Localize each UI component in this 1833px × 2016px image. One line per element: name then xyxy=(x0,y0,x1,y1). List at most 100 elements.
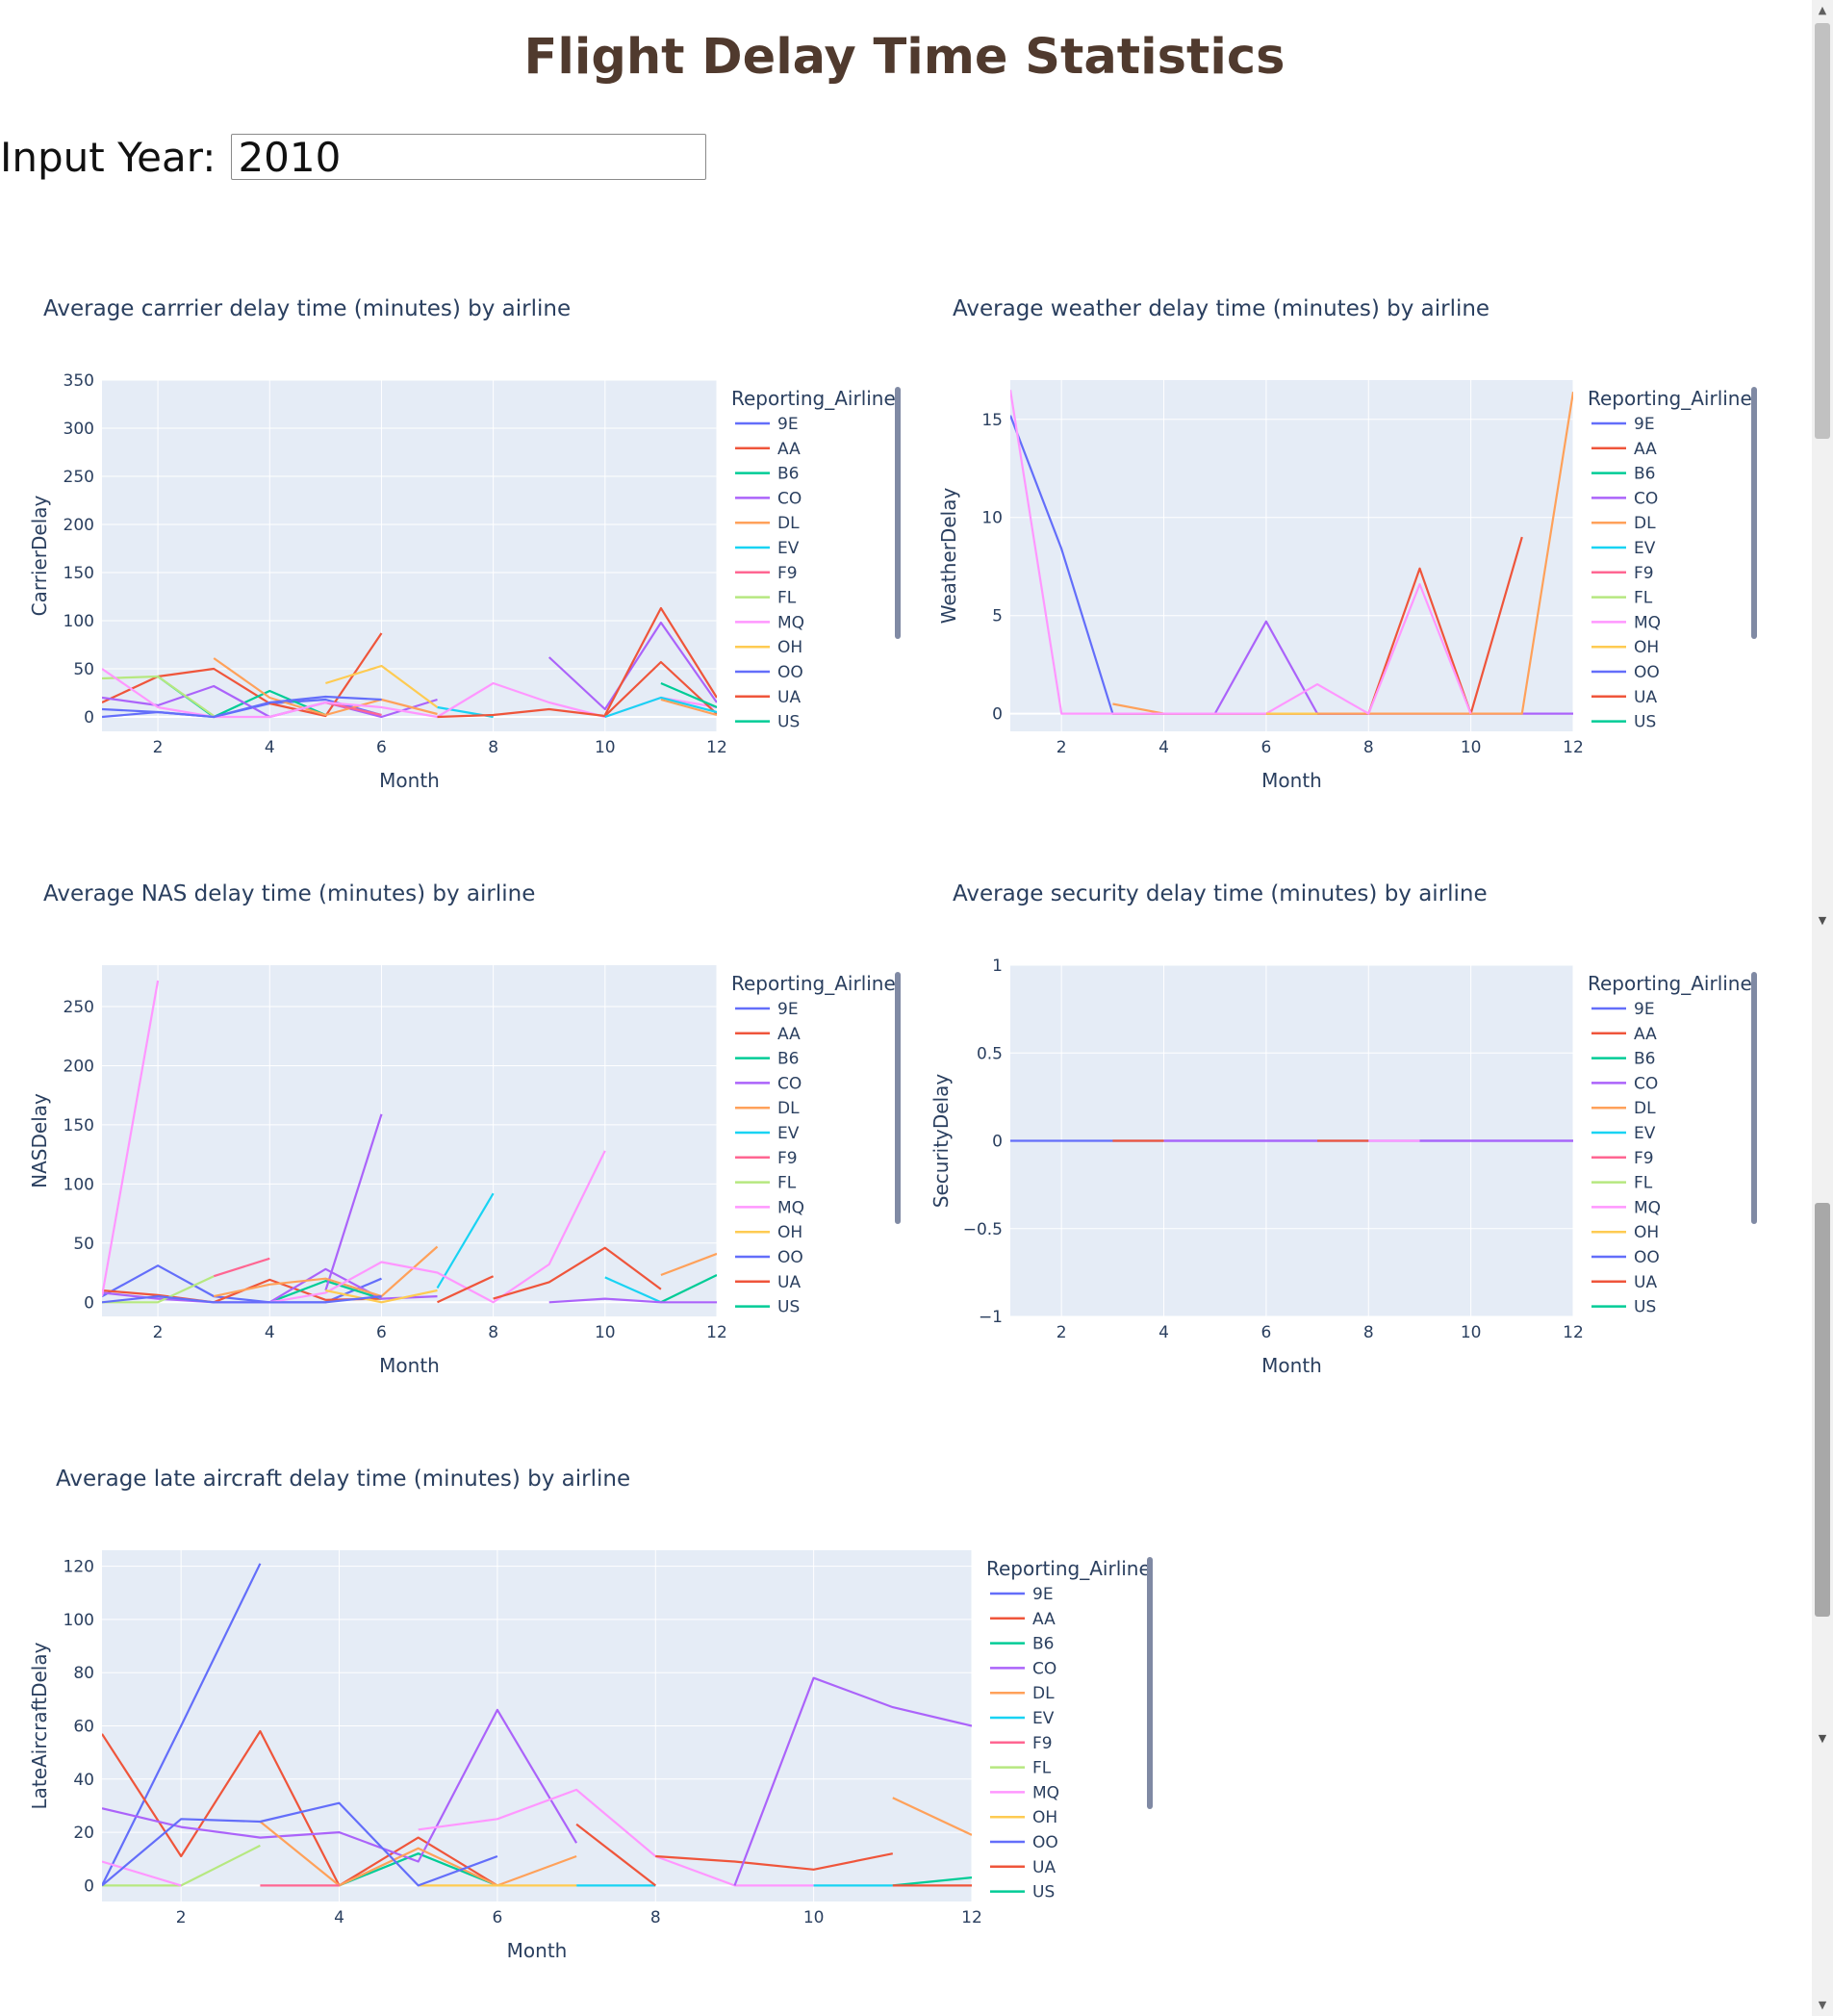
legend-item-oh[interactable]: OH xyxy=(990,1808,1057,1827)
legend-item-oo[interactable]: OO xyxy=(1591,1248,1660,1267)
legend-item-9e[interactable]: 9E xyxy=(1591,1000,1655,1019)
legend-scrollbar[interactable] xyxy=(1147,1557,1153,1809)
scroll-down-arrow-icon[interactable]: ▼ xyxy=(1818,1732,1827,1745)
series-line-us[interactable] xyxy=(892,1876,972,1887)
legend-item-f9[interactable]: F9 xyxy=(990,1734,1053,1753)
security-delay-chart[interactable]: Average security delay time (minutes) by… xyxy=(909,855,1809,1393)
series-line-oo[interactable] xyxy=(102,695,382,719)
series-line-fl[interactable] xyxy=(102,1844,261,1887)
legend-scrollbar[interactable] xyxy=(1751,387,1757,639)
series-line-oo[interactable] xyxy=(102,1295,382,1304)
legend-item-9e[interactable]: 9E xyxy=(1591,415,1655,434)
series-line-ua[interactable] xyxy=(437,660,718,719)
series-line-f9[interactable] xyxy=(325,701,382,717)
series-line-co[interactable] xyxy=(324,1113,383,1291)
series-line-ua[interactable] xyxy=(493,1246,662,1300)
legend-item-co[interactable]: CO xyxy=(1591,489,1658,508)
legend-item-us[interactable]: US xyxy=(1591,713,1656,732)
legend-item-oh[interactable]: OH xyxy=(735,1223,802,1242)
legend-item-aa[interactable]: AA xyxy=(990,1610,1056,1629)
legend-item-ua[interactable]: UA xyxy=(735,688,801,707)
series-line-ev[interactable] xyxy=(604,1276,662,1304)
series-line-mq[interactable] xyxy=(102,980,160,1297)
legend-item-f9[interactable]: F9 xyxy=(1591,564,1654,583)
legend-item-dl[interactable]: DL xyxy=(1591,514,1656,533)
series-line-oh[interactable] xyxy=(325,664,439,708)
carrier-delay-chart[interactable]: Average carrrier delay time (minutes) by… xyxy=(0,269,909,808)
series-line-dl[interactable] xyxy=(213,1245,439,1298)
legend-item-ev[interactable]: EV xyxy=(735,539,800,558)
legend-item-mq[interactable]: MQ xyxy=(1591,613,1661,632)
series-line-aa[interactable] xyxy=(102,632,383,718)
legend-item-oo[interactable]: OO xyxy=(1591,663,1660,682)
legend-item-co[interactable]: CO xyxy=(1591,1074,1658,1093)
legend-item-dl[interactable]: DL xyxy=(990,1684,1055,1703)
legend-item-aa[interactable]: AA xyxy=(735,1025,801,1044)
scroll-up-arrow-icon[interactable]: ▲ xyxy=(1818,4,1827,16)
legend-item-co[interactable]: CO xyxy=(990,1659,1057,1678)
legend-item-dl[interactable]: DL xyxy=(735,1099,800,1118)
legend-item-co[interactable]: CO xyxy=(735,489,802,508)
legend-item-dl[interactable]: DL xyxy=(1591,1099,1656,1118)
series-line-dl[interactable] xyxy=(259,1821,577,1887)
weather-delay-chart[interactable]: Average weather delay time (minutes) by … xyxy=(909,269,1809,808)
legend-item-mq[interactable]: MQ xyxy=(1591,1198,1661,1217)
series-line-mq[interactable] xyxy=(1010,390,1472,715)
legend-item-ua[interactable]: UA xyxy=(1591,688,1657,707)
legend-item-oh[interactable]: OH xyxy=(1591,1223,1659,1242)
series-line-dl[interactable] xyxy=(892,1797,972,1836)
legend-item-ev[interactable]: EV xyxy=(735,1124,800,1143)
series-line-9e[interactable] xyxy=(102,1264,382,1304)
legend-item-fl[interactable]: FL xyxy=(1591,1174,1653,1193)
legend-item-us[interactable]: US xyxy=(1591,1298,1656,1317)
legend-item-ev[interactable]: EV xyxy=(1591,1124,1656,1143)
series-line-ua[interactable] xyxy=(575,1823,656,1887)
legend-item-f9[interactable]: F9 xyxy=(1591,1149,1654,1168)
legend-item-oh[interactable]: OH xyxy=(1591,638,1659,657)
legend-item-mq[interactable]: MQ xyxy=(735,613,804,632)
series-line-ev[interactable] xyxy=(436,1192,495,1289)
year-input[interactable] xyxy=(231,134,707,180)
legend-item-9e[interactable]: 9E xyxy=(735,415,799,434)
legend-item-f9[interactable]: F9 xyxy=(735,1149,798,1168)
legend-scrollbar[interactable] xyxy=(895,387,901,639)
series-line-oo[interactable] xyxy=(102,1801,498,1887)
series-line-fl[interactable] xyxy=(102,1275,215,1304)
page-scrollbar[interactable]: ▲ ▼ ▼ ▼ xyxy=(1812,0,1833,2016)
legend-item-ua[interactable]: UA xyxy=(1591,1273,1657,1292)
nas-delay-chart[interactable]: Average NAS delay time (minutes) by airl… xyxy=(0,855,909,1393)
series-line-dl[interactable] xyxy=(660,1252,717,1277)
legend-item-oo[interactable]: OO xyxy=(990,1833,1058,1852)
series-line-mq[interactable] xyxy=(418,1788,814,1887)
legend-item-b6[interactable]: B6 xyxy=(990,1635,1054,1654)
scrollbar-thumb-secondary[interactable] xyxy=(1815,1203,1830,1617)
series-line-us[interactable] xyxy=(660,681,717,709)
legend-scrollbar[interactable] xyxy=(1751,972,1757,1224)
series-line-ua[interactable] xyxy=(437,1275,495,1304)
series-line-dl[interactable] xyxy=(1112,392,1573,715)
legend-item-f9[interactable]: F9 xyxy=(735,564,798,583)
scroll-down-arrow-icon[interactable]: ▼ xyxy=(1818,914,1827,927)
series-line-aa[interactable] xyxy=(102,1729,498,1887)
series-line-fl[interactable] xyxy=(102,675,215,717)
series-line-co[interactable] xyxy=(547,621,717,711)
legend-item-aa[interactable]: AA xyxy=(735,440,801,459)
legend-item-us[interactable]: US xyxy=(735,713,800,732)
legend-item-ua[interactable]: UA xyxy=(735,1273,801,1292)
series-line-ua[interactable] xyxy=(655,1852,894,1871)
legend-scrollbar[interactable] xyxy=(895,972,901,1224)
legend-item-ev[interactable]: EV xyxy=(990,1709,1055,1728)
legend-item-dl[interactable]: DL xyxy=(735,514,800,533)
legend-item-us[interactable]: US xyxy=(990,1883,1055,1902)
series-line-9e[interactable] xyxy=(102,1563,262,1886)
legend-item-mq[interactable]: MQ xyxy=(990,1783,1059,1802)
legend-item-9e[interactable]: 9E xyxy=(990,1585,1054,1604)
series-line-oh[interactable] xyxy=(325,1289,438,1304)
series-line-mq[interactable] xyxy=(102,1860,182,1887)
legend-item-ua[interactable]: UA xyxy=(990,1858,1056,1877)
legend-item-fl[interactable]: FL xyxy=(735,1174,797,1193)
legend-item-aa[interactable]: AA xyxy=(1591,1025,1657,1044)
series-line-dl[interactable] xyxy=(213,657,438,717)
legend-item-b6[interactable]: B6 xyxy=(735,1050,799,1069)
series-line-b6[interactable] xyxy=(268,1280,382,1304)
